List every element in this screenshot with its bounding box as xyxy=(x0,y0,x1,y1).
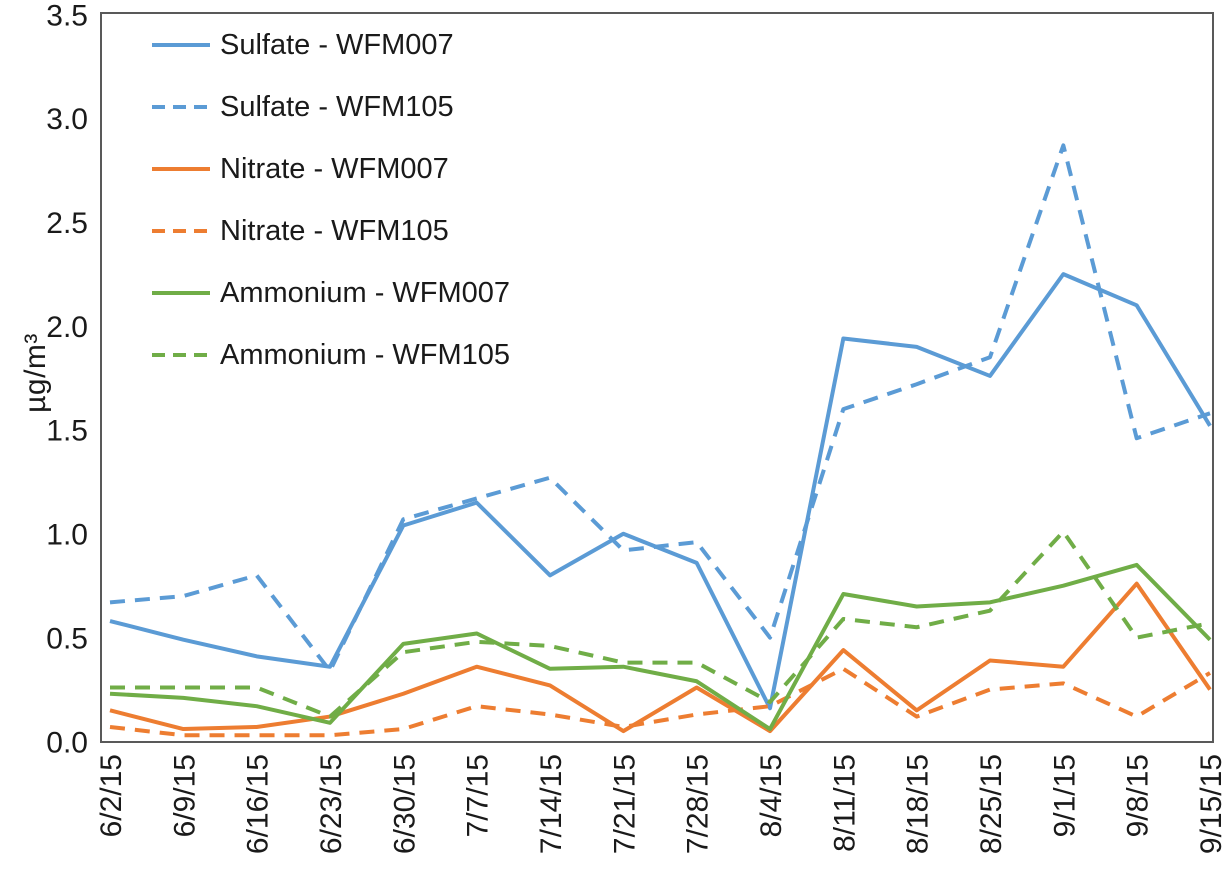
legend-label: Ammonium - WFM007 xyxy=(220,276,511,309)
legend-label: Sulfate - WFM007 xyxy=(220,28,454,61)
x-tick-label: 6/23/15 xyxy=(315,754,348,854)
x-tick-label: 6/9/15 xyxy=(168,754,201,837)
legend-item: Ammonium - WFM105 xyxy=(152,324,510,386)
series-line-nitrate-wfm007 xyxy=(109,581,1212,734)
x-axis: 6/2/15 6/9/15 6/16/15 6/23/15 6/30/15 7/7/15 7… xyxy=(95,754,1223,854)
chart-legend: Sulfate - WFM007 Sulfate - WFM105 Nitrate … xyxy=(152,14,510,386)
legend-line-sample-dashed xyxy=(152,353,210,357)
y-tick-label: 0.5 xyxy=(46,622,88,655)
y-tick-label: 3.0 xyxy=(46,103,88,136)
legend-item: Ammonium - WFM007 xyxy=(152,262,510,324)
y-tick-label: 1.5 xyxy=(46,415,88,448)
x-tick-label: 7/14/15 xyxy=(535,754,568,854)
x-tick-label: 7/28/15 xyxy=(682,754,715,854)
y-axis-title: µg/m³ xyxy=(19,333,52,413)
series-line-ammonium-wfm105 xyxy=(110,529,1211,719)
legend-item: Sulfate - WFM007 xyxy=(152,14,510,76)
x-tick-label: 6/2/15 xyxy=(95,754,128,837)
series-line-sulfate-wfm007 xyxy=(109,272,1212,711)
legend-line-sample-solid xyxy=(152,43,210,47)
legend-line-sample-solid xyxy=(152,291,210,295)
x-tick-label: 8/18/15 xyxy=(902,754,935,854)
x-tick-label: 9/15/15 xyxy=(1195,754,1223,854)
y-tick-label: 2.0 xyxy=(46,311,88,344)
legend-label: Nitrate - WFM007 xyxy=(220,152,449,185)
y-tick-label: 2.5 xyxy=(46,207,88,240)
x-tick-label: 7/21/15 xyxy=(608,754,641,854)
legend-line-sample-solid xyxy=(152,167,210,171)
y-axis: 0.0 0.5 1.0 1.5 2.0 2.5 3.0 3.5 xyxy=(46,0,88,759)
legend-item: Nitrate - WFM105 xyxy=(152,200,510,262)
legend-label: Sulfate - WFM105 xyxy=(220,90,454,123)
legend-line-sample-dashed xyxy=(152,229,210,233)
legend-label: Ammonium - WFM105 xyxy=(220,338,511,371)
series-line-ammonium-wfm007 xyxy=(109,562,1212,732)
x-tick-label: 9/8/15 xyxy=(1122,754,1155,837)
x-tick-label: 8/11/15 xyxy=(828,754,861,852)
legend-item: Nitrate - WFM007 xyxy=(152,138,510,200)
series-line-nitrate-wfm105 xyxy=(109,666,1212,738)
plot-area-border xyxy=(100,12,1214,743)
legend-item: Sulfate - WFM105 xyxy=(152,76,510,138)
x-tick-label: 7/7/15 xyxy=(462,754,495,837)
legend-label: Nitrate - WFM105 xyxy=(220,214,449,247)
x-tick-label: 9/1/15 xyxy=(1048,754,1081,837)
series-line-sulfate-wfm105 xyxy=(109,143,1211,673)
x-tick-label: 8/25/15 xyxy=(975,754,1008,854)
x-tick-label: 6/16/15 xyxy=(242,754,275,854)
y-tick-label: 0.0 xyxy=(46,726,88,759)
x-tick-label: 6/30/15 xyxy=(388,754,421,854)
legend-line-sample-dashed xyxy=(152,105,210,109)
y-tick-label: 1.0 xyxy=(46,519,88,552)
x-tick-label: 8/4/15 xyxy=(755,754,788,837)
y-tick-label: 3.5 xyxy=(46,0,88,32)
